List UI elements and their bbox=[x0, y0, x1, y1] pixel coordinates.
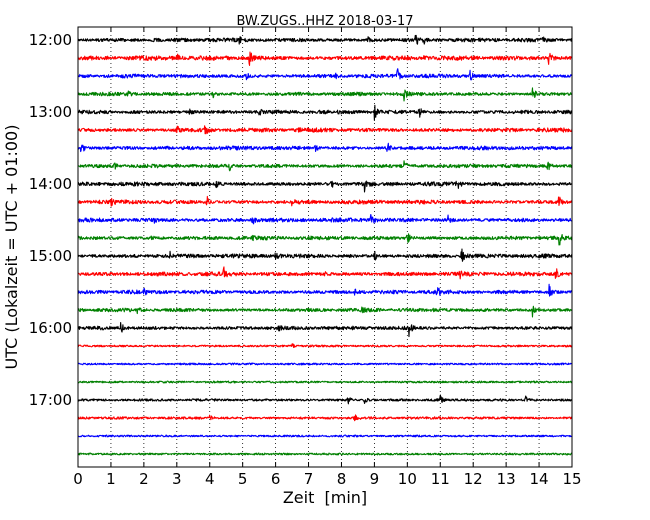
x-tick-label: 12 bbox=[464, 470, 483, 488]
trace-line bbox=[77, 51, 573, 66]
x-tick-label: 14 bbox=[530, 470, 549, 488]
x-tick-label: 7 bbox=[304, 470, 314, 488]
y-axis-ticks: 12:00 13:00 14:00 15:00 16:00 17:00 bbox=[29, 31, 572, 409]
y-tick-label: 16:00 bbox=[29, 319, 72, 337]
y-tick-label: 15:00 bbox=[29, 247, 72, 265]
trace-line bbox=[77, 414, 573, 422]
y-tick-label: 14:00 bbox=[29, 175, 72, 193]
y-tick-label: 13:00 bbox=[29, 103, 72, 121]
plot-frame bbox=[77, 26, 573, 468]
trace-line bbox=[77, 266, 573, 280]
trace-line bbox=[77, 213, 573, 225]
grid-lines bbox=[110, 27, 540, 467]
trace-line bbox=[77, 248, 573, 262]
trace-line bbox=[77, 394, 573, 405]
x-axis-label: Zeit [min] bbox=[283, 488, 367, 507]
trace-line bbox=[77, 87, 573, 102]
x-tick-label: 4 bbox=[205, 470, 215, 488]
x-tick-label: 8 bbox=[337, 470, 347, 488]
trace-line bbox=[77, 125, 573, 135]
y-tick-label: 12:00 bbox=[29, 31, 72, 49]
y-axis-label: UTC (Lokalzeit = UTC + 01:00) bbox=[2, 125, 21, 370]
x-axis-ticks: 0 1 2 3 4 5 6 7 8 9 10 11 12 13 14 15 bbox=[73, 27, 582, 488]
trace-line bbox=[77, 68, 573, 81]
trace-line bbox=[77, 233, 573, 246]
trace-line bbox=[77, 283, 573, 297]
x-tick-label: 1 bbox=[106, 470, 116, 488]
x-tick-label: 2 bbox=[139, 470, 149, 488]
x-tick-label: 11 bbox=[431, 470, 450, 488]
y-tick-label: 17:00 bbox=[29, 391, 72, 409]
trace-line bbox=[77, 195, 573, 207]
trace-line bbox=[77, 104, 573, 121]
trace-line bbox=[77, 322, 573, 338]
chart-title: BW.ZUGS..HHZ 2018-03-17 bbox=[236, 14, 413, 29]
trace-line bbox=[77, 34, 573, 45]
x-tick-label: 3 bbox=[172, 470, 182, 488]
trace-line bbox=[77, 142, 573, 153]
x-tick-label: 13 bbox=[497, 470, 516, 488]
trace-line bbox=[77, 343, 573, 348]
seismic-traces bbox=[77, 34, 573, 456]
trace-line bbox=[77, 452, 573, 456]
trace-line bbox=[77, 305, 573, 318]
trace-line bbox=[77, 160, 573, 172]
trace-line bbox=[77, 380, 573, 384]
x-tick-label: 5 bbox=[238, 470, 248, 488]
trace-line bbox=[77, 434, 573, 438]
trace-line bbox=[77, 362, 573, 366]
x-tick-label: 10 bbox=[398, 470, 417, 488]
trace-line bbox=[77, 180, 573, 193]
x-tick-label: 9 bbox=[370, 470, 380, 488]
x-tick-label: 6 bbox=[271, 470, 281, 488]
x-tick-label: 0 bbox=[73, 470, 83, 488]
x-tick-label: 15 bbox=[562, 470, 581, 488]
